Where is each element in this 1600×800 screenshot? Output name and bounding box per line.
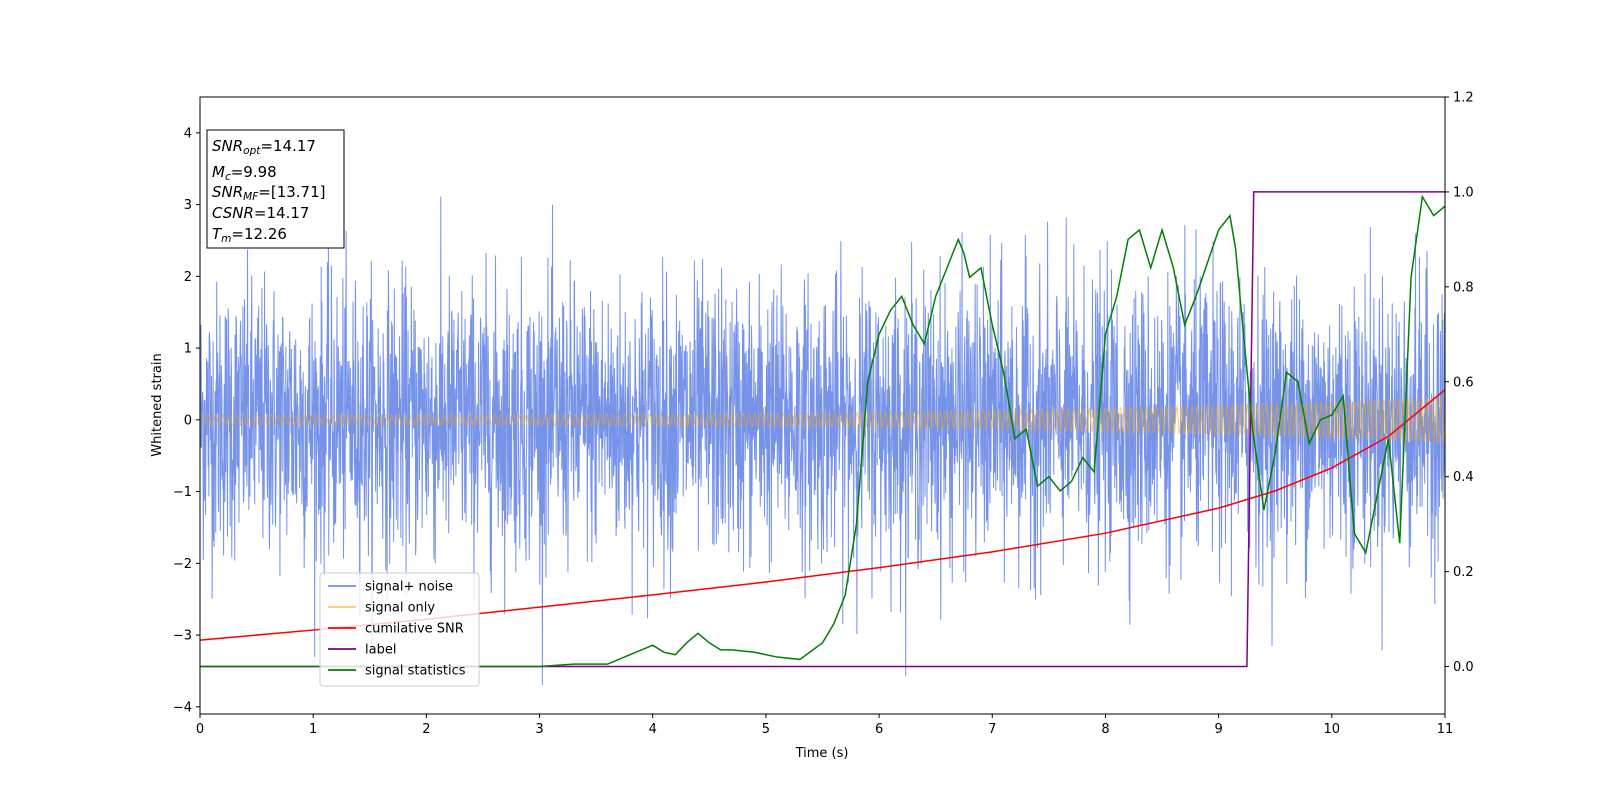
info-box-line: Tm=12.26 bbox=[212, 225, 287, 245]
x-tick-label: 11 bbox=[1437, 722, 1454, 737]
y-tick-label: −1 bbox=[173, 485, 192, 500]
x-tick-label: 9 bbox=[1214, 722, 1222, 737]
y2-tick-label: 0.8 bbox=[1453, 280, 1474, 295]
y2-tick-label: 0.4 bbox=[1453, 470, 1474, 485]
x-tick-label: 0 bbox=[196, 722, 204, 737]
info-box-line: Mc=9.98 bbox=[212, 163, 277, 183]
x-tick-label: 4 bbox=[649, 722, 657, 737]
plot-frame bbox=[199, 96, 1446, 715]
y2-tick-label: 0.6 bbox=[1453, 375, 1474, 390]
y-tick-label: 1 bbox=[184, 342, 192, 357]
x-tick-label: 1 bbox=[309, 722, 317, 737]
info-box-value: =14.17 bbox=[254, 204, 310, 222]
y-tick-label: 2 bbox=[184, 270, 192, 285]
info-box-subscript: MF bbox=[243, 191, 259, 203]
legend-label: signal+ noise bbox=[365, 580, 453, 595]
y-tick-label: −3 bbox=[173, 629, 192, 644]
legend-frame bbox=[319, 572, 480, 687]
legend-label: cumilative SNR bbox=[365, 622, 464, 637]
series-line-signal-noise bbox=[200, 196, 1445, 686]
info-box-line: SNRopt=14.17 bbox=[212, 137, 316, 157]
x-axis-title: Time (s) bbox=[795, 746, 849, 761]
y-tick-label: −4 bbox=[173, 700, 192, 715]
info-box-symbol: CSNR bbox=[212, 204, 254, 222]
y-tick-label: 3 bbox=[184, 198, 192, 213]
legend-label: signal only bbox=[365, 601, 435, 616]
y2-tick-label: 0.0 bbox=[1453, 660, 1474, 675]
x-tick-label: 10 bbox=[1324, 722, 1341, 737]
y2-tick-label: 1.0 bbox=[1453, 185, 1474, 200]
info-box-subscript: opt bbox=[243, 145, 261, 157]
legend-label: signal statistics bbox=[365, 664, 466, 679]
info-box-frame bbox=[206, 129, 345, 249]
y-tick-label: −2 bbox=[173, 557, 192, 572]
y-tick-label: 0 bbox=[184, 413, 192, 428]
x-tick-label: 6 bbox=[875, 722, 883, 737]
x-tick-label: 2 bbox=[422, 722, 430, 737]
y-axis-title: Whitened strain bbox=[150, 353, 165, 456]
info-box-subscript: c bbox=[225, 171, 231, 183]
series-line-signal-statistics bbox=[200, 194, 1445, 668]
info-box-subscript: m bbox=[221, 233, 231, 245]
y2-tick-label: 1.2 bbox=[1453, 91, 1474, 106]
series-line-signal-only bbox=[200, 397, 1445, 443]
info-box-symbol: SNR bbox=[212, 137, 243, 155]
info-box-line: SNRMF=[13.71] bbox=[212, 183, 326, 203]
info-box-value: =12.26 bbox=[231, 225, 287, 243]
x-tick-label: 7 bbox=[988, 722, 996, 737]
info-box-symbol: SNR bbox=[212, 183, 243, 201]
info-box-symbol: M bbox=[212, 163, 225, 181]
info-box-value: =9.98 bbox=[231, 163, 277, 181]
series-line-label bbox=[200, 191, 1445, 668]
legend: signal+ noise signal only cumilative SNR la… bbox=[319, 572, 480, 687]
info-box-value: =[13.71] bbox=[258, 183, 325, 201]
info-box-symbol: T bbox=[212, 225, 223, 243]
x-tick-label: 3 bbox=[535, 722, 543, 737]
x-tick-label: 8 bbox=[1101, 722, 1109, 737]
info-box-value: =14.17 bbox=[260, 137, 316, 155]
info-box: SNRopt=14.17Mc=9.98SNRMF=[13.71]CSNR=14.… bbox=[206, 129, 345, 249]
legend-label: label bbox=[365, 643, 396, 658]
info-box-line: CSNR=14.17 bbox=[212, 204, 309, 222]
x-tick-label: 5 bbox=[762, 722, 770, 737]
y-tick-label: 4 bbox=[184, 126, 192, 141]
y2-tick-label: 0.2 bbox=[1453, 565, 1474, 580]
